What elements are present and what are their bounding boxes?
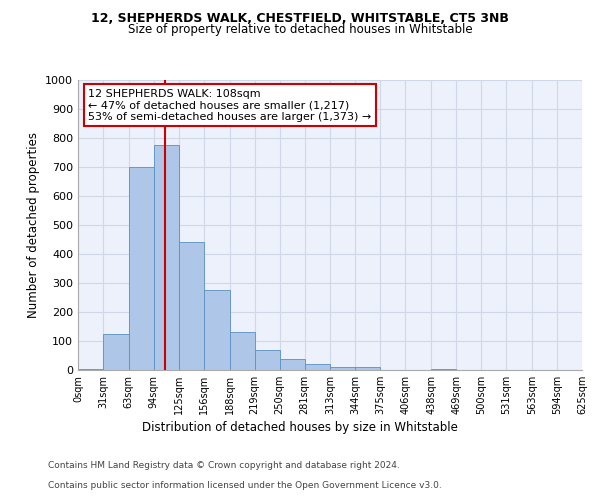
Bar <box>179 242 204 370</box>
Text: 12 SHEPHERDS WALK: 108sqm
← 47% of detached houses are smaller (1,217)
53% of se: 12 SHEPHERDS WALK: 108sqm ← 47% of detac… <box>88 88 371 122</box>
Y-axis label: Number of detached properties: Number of detached properties <box>26 132 40 318</box>
Bar <box>204 290 230 370</box>
Bar <box>154 145 179 370</box>
Bar <box>129 167 154 370</box>
Bar <box>305 364 331 370</box>
Bar <box>431 368 456 370</box>
Text: 12, SHEPHERDS WALK, CHESTFIELD, WHITSTABLE, CT5 3NB: 12, SHEPHERDS WALK, CHESTFIELD, WHITSTAB… <box>91 12 509 26</box>
Bar <box>230 332 254 370</box>
Bar <box>78 368 103 370</box>
Bar <box>103 334 129 370</box>
Bar <box>331 367 355 370</box>
Text: Contains public sector information licensed under the Open Government Licence v3: Contains public sector information licen… <box>48 481 442 490</box>
Text: Contains HM Land Registry data © Crown copyright and database right 2024.: Contains HM Land Registry data © Crown c… <box>48 461 400 470</box>
Bar <box>355 367 380 370</box>
Bar <box>254 350 280 370</box>
Text: Distribution of detached houses by size in Whitstable: Distribution of detached houses by size … <box>142 421 458 434</box>
Text: Size of property relative to detached houses in Whitstable: Size of property relative to detached ho… <box>128 22 472 36</box>
Bar <box>280 360 305 370</box>
